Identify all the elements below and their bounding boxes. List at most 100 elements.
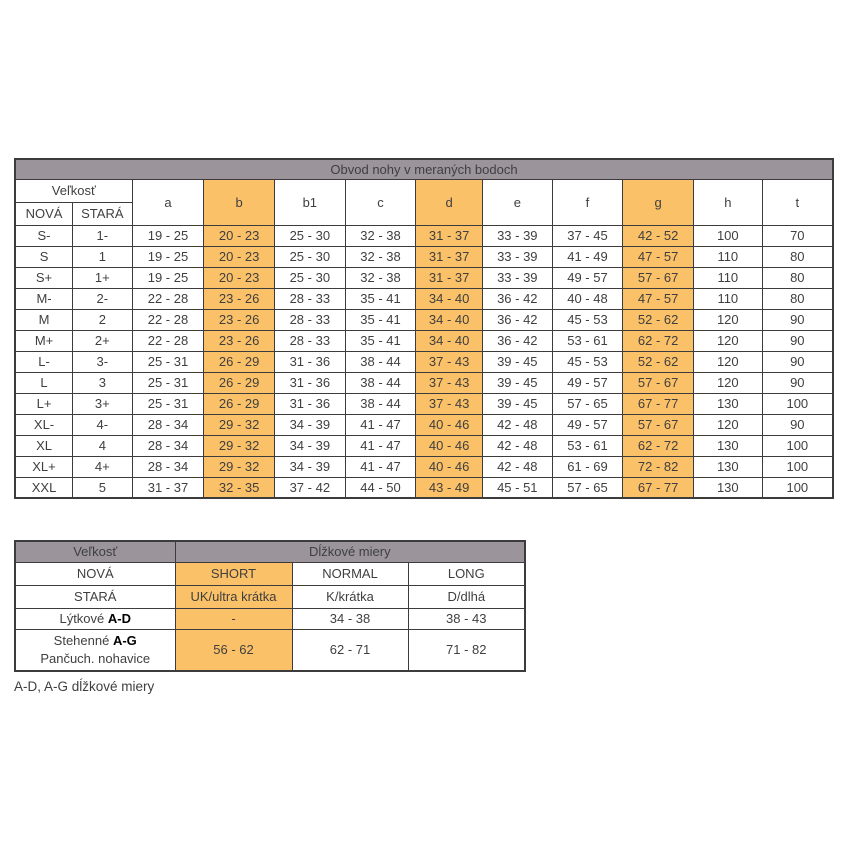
ultra-short-old-cell: UK/ultra krátka (174, 584, 293, 609)
old-size-cell: 1+ (72, 266, 133, 289)
value-cell-b1: 34 - 39 (273, 455, 346, 478)
column-header-d: d (415, 178, 483, 226)
new-size-cell: L (14, 371, 74, 394)
value-cell-d: 34 - 40 (415, 329, 483, 352)
value-cell-e: 42 - 48 (481, 434, 553, 457)
value-cell-f: 45 - 53 (551, 308, 624, 331)
length-table: Veľkosť Dĺžkové miery NOVÁ SHORT NORMAL … (14, 540, 527, 672)
value-cell-g: 57 - 67 (622, 413, 694, 436)
value-cell-e: 36 - 42 (481, 329, 553, 352)
value-cell-c: 38 - 44 (344, 371, 417, 394)
value-cell-b: 23 - 26 (203, 308, 275, 331)
value-cell-g: 52 - 62 (622, 350, 694, 373)
old-size-cell: 4 (72, 434, 133, 457)
length-size-header: Veľkosť (14, 540, 176, 563)
value-cell-g: 42 - 52 (622, 224, 694, 247)
value-cell-d: 37 - 43 (415, 392, 483, 415)
value-cell-h: 120 (692, 371, 763, 394)
value-cell-g: 57 - 67 (622, 266, 694, 289)
value-cell-t: 80 (761, 266, 834, 289)
value-cell-b1: 25 - 30 (273, 245, 346, 268)
value-cell-b: 23 - 26 (203, 287, 275, 310)
column-header-h: h (692, 178, 763, 226)
thigh-row: Stehenné A-G Pančuch. nohavice 56 - 62 6… (14, 628, 526, 672)
new-size-cell: M (14, 308, 74, 331)
value-cell-b: 26 - 29 (203, 371, 275, 394)
size-row-S+: S+ 1+ 19 - 25 20 - 23 25 - 30 32 - 38 31 - 37 3… (14, 266, 834, 289)
thigh-label-text: Stehenné (53, 633, 110, 649)
value-cell-a: 22 - 28 (131, 308, 205, 331)
short-old-cell: K/krátka (291, 584, 409, 609)
thigh-label-range: A-G (112, 633, 137, 649)
length-table-title: Dĺžkové miery (174, 540, 526, 563)
old-size-cell: 5 (72, 476, 133, 499)
value-cell-t: 100 (761, 455, 834, 478)
thigh-normal-value: 62 - 71 (291, 628, 409, 672)
value-cell-c: 35 - 41 (344, 287, 417, 310)
value-cell-t: 80 (761, 287, 834, 310)
value-cell-b1: 28 - 33 (273, 308, 346, 331)
value-cell-a: 19 - 25 (131, 224, 205, 247)
size-table-title: Obvod nohy v meraných bodoch (14, 158, 834, 180)
value-cell-e: 36 - 42 (481, 287, 553, 310)
new-size-cell: L- (14, 350, 74, 373)
length-old-row: STARÁ UK/ultra krátka K/krátka D/dlhá (14, 584, 526, 609)
value-cell-b1: 31 - 36 (273, 350, 346, 373)
size-label: Veľkosť (14, 178, 133, 203)
value-cell-d: 31 - 37 (415, 266, 483, 289)
value-cell-c: 35 - 41 (344, 308, 417, 331)
value-cell-b1: 37 - 42 (273, 476, 346, 499)
value-cell-d: 40 - 46 (415, 434, 483, 457)
value-cell-b: 29 - 32 (203, 434, 275, 457)
size-row-L: L 3 25 - 31 26 - 29 31 - 36 38 - 44 37 - 43 39 … (14, 371, 834, 394)
value-cell-b1: 34 - 39 (273, 413, 346, 436)
old-size-cell: 1 (72, 245, 133, 268)
value-cell-c: 35 - 41 (344, 329, 417, 352)
old-size-cell: 1- (72, 224, 133, 247)
new-size-cell: M+ (14, 329, 74, 352)
value-cell-h: 130 (692, 476, 763, 499)
value-cell-t: 80 (761, 245, 834, 268)
value-cell-a: 22 - 28 (131, 287, 205, 310)
value-cell-d: 31 - 37 (415, 245, 483, 268)
value-cell-g: 62 - 72 (622, 434, 694, 457)
normal-label-cell: NORMAL (291, 561, 409, 586)
value-cell-g: 47 - 57 (622, 287, 694, 310)
column-header-b: b (203, 178, 275, 226)
value-cell-g: 62 - 72 (622, 329, 694, 352)
value-cell-c: 41 - 47 (344, 413, 417, 436)
calf-label-text: Lýtkové (59, 611, 105, 626)
value-cell-e: 39 - 45 (481, 371, 553, 394)
value-cell-f: 37 - 45 (551, 224, 624, 247)
value-cell-c: 38 - 44 (344, 392, 417, 415)
size-row-M: M 2 22 - 28 23 - 26 28 - 33 35 - 41 34 - 40 36 … (14, 308, 834, 331)
long-old-cell: D/dlhá (407, 584, 526, 609)
new-size-cell: S- (14, 224, 74, 247)
value-cell-b: 29 - 32 (203, 455, 275, 478)
value-cell-b: 26 - 29 (203, 350, 275, 373)
value-cell-c: 32 - 38 (344, 224, 417, 247)
value-cell-e: 42 - 48 (481, 455, 553, 478)
value-cell-e: 39 - 45 (481, 350, 553, 373)
column-header-t: t (761, 178, 834, 226)
value-cell-f: 40 - 48 (551, 287, 624, 310)
size-table-title-row: Obvod nohy v meraných bodoch (14, 158, 834, 180)
value-cell-b: 20 - 23 (203, 245, 275, 268)
value-cell-h: 100 (692, 224, 763, 247)
column-header-g: g (622, 178, 694, 226)
length-new-row: NOVÁ SHORT NORMAL LONG (14, 561, 526, 586)
value-cell-h: 120 (692, 329, 763, 352)
value-cell-h: 110 (692, 245, 763, 268)
footnote: A-D, A-G dĺžkové miery (14, 679, 155, 694)
value-cell-a: 28 - 34 (131, 434, 205, 457)
value-cell-b1: 34 - 39 (273, 434, 346, 457)
value-cell-a: 25 - 31 (131, 371, 205, 394)
new-size-cell: XL (14, 434, 74, 457)
size-row-XXL: XXL 5 31 - 37 32 - 35 37 - 42 44 - 50 43 - 49 4… (14, 476, 834, 499)
value-cell-g: 72 - 82 (622, 455, 694, 478)
value-cell-d: 34 - 40 (415, 287, 483, 310)
value-cell-t: 100 (761, 476, 834, 499)
size-row-XL-: XL- 4- 28 - 34 29 - 32 34 - 39 41 - 47 40 - 46… (14, 413, 834, 436)
